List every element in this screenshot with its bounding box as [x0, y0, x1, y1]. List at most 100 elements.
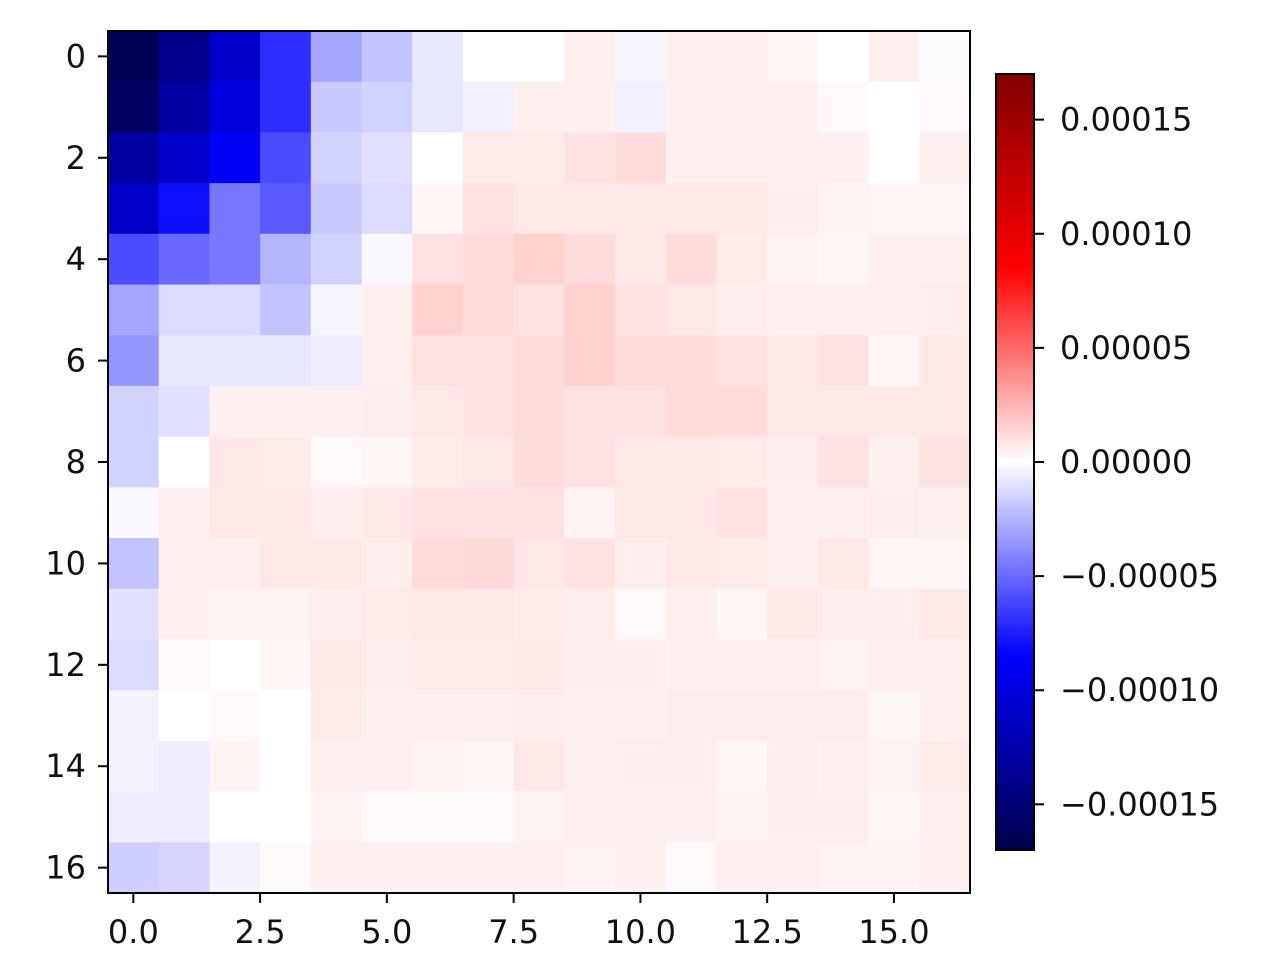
heatmap-cell: [868, 791, 920, 843]
x-tick-label: 15.0: [858, 913, 929, 951]
heatmap-cell: [716, 487, 768, 539]
heatmap-cell: [564, 487, 616, 539]
heatmap-cell: [564, 81, 616, 134]
colorbar-tick-label: 0.00000: [1060, 443, 1192, 481]
y-tick-label: 6: [66, 342, 86, 380]
heatmap-cell: [868, 639, 920, 691]
heatmap-cell: [919, 233, 971, 286]
heatmap-cell: [868, 385, 920, 438]
heatmap-cell: [412, 487, 464, 539]
x-tick-label: 12.5: [732, 913, 803, 951]
heatmap-cell: [361, 791, 413, 843]
heatmap-cell: [412, 81, 464, 134]
heatmap-cell: [361, 690, 413, 742]
heatmap-cell: [564, 588, 616, 641]
heatmap-cell: [564, 132, 616, 184]
heatmap-cell: [564, 690, 616, 742]
heatmap-cell: [716, 639, 768, 691]
heatmap-cell: [564, 335, 616, 387]
heatmap-cell: [817, 690, 870, 742]
heatmap-cell: [209, 588, 261, 641]
heatmap-cell: [513, 791, 565, 843]
heatmap-cell: [919, 588, 971, 641]
heatmap-cell: [462, 588, 515, 641]
heatmap-cell: [665, 183, 718, 235]
heatmap-cell: [615, 740, 667, 793]
heatmap-cell: [513, 31, 565, 83]
heatmap-cell: [615, 335, 667, 387]
heatmap-cell: [615, 31, 667, 83]
heatmap-cell: [919, 385, 971, 438]
y-tick-label: 2: [66, 139, 86, 177]
heatmap-cell: [108, 487, 160, 539]
colorbar-tick-label: 0.00005: [1060, 329, 1192, 367]
heatmap-cell: [513, 81, 565, 134]
heatmap-cell: [615, 487, 667, 539]
colorbar-tick-label: −0.00015: [1060, 785, 1219, 823]
heatmap-cell: [716, 588, 768, 641]
heatmap-cell: [361, 81, 413, 134]
heatmap-cell: [209, 639, 261, 691]
heatmap-cell: [108, 385, 160, 438]
heatmap-cell: [817, 436, 870, 488]
heatmap-cell: [209, 81, 261, 134]
heatmap-cell: [513, 233, 565, 286]
heatmap-cell: [462, 81, 515, 134]
heatmap-cell: [412, 690, 464, 742]
heatmap-cell: [310, 335, 363, 387]
heatmap-cell: [260, 132, 312, 184]
heatmap-cell: [412, 284, 464, 336]
heatmap-cell: [665, 791, 718, 843]
heatmap-cell: [716, 284, 768, 336]
heatmap-cell: [716, 740, 768, 793]
heatmap-cell: [767, 335, 819, 387]
heatmap-cell: [158, 690, 211, 742]
heatmap-cell: [108, 233, 160, 286]
heatmap-cell: [361, 385, 413, 438]
heatmap-cell: [767, 284, 819, 336]
colorbar: [995, 73, 1035, 851]
heatmap-cell: [817, 233, 870, 286]
heatmap-cell: [868, 81, 920, 134]
heatmap-cell: [412, 791, 464, 843]
heatmap-cell: [817, 335, 870, 387]
heatmap-cell: [361, 842, 413, 894]
heatmap-cell: [767, 740, 819, 793]
heatmap-cell: [868, 233, 920, 286]
heatmap-cell: [260, 385, 312, 438]
heatmap-cell: [767, 588, 819, 641]
heatmap-cell: [412, 436, 464, 488]
heatmap-cell: [868, 132, 920, 184]
heatmap-cell: [564, 183, 616, 235]
heatmap-cell: [513, 639, 565, 691]
heatmap-cell: [361, 740, 413, 793]
heatmap-cell: [260, 639, 312, 691]
heatmap-cell: [665, 538, 718, 590]
heatmap-cell: [665, 436, 718, 488]
heatmap-cell: [919, 132, 971, 184]
heatmap-cell: [665, 690, 718, 742]
heatmap-cell: [513, 740, 565, 793]
heatmap-cell: [310, 639, 363, 691]
heatmap-cell: [158, 335, 211, 387]
heatmap-cell: [260, 740, 312, 793]
heatmap-cell: [108, 335, 160, 387]
heatmap-cell: [615, 436, 667, 488]
heatmap-cell: [716, 183, 768, 235]
heatmap-cell: [868, 436, 920, 488]
heatmap-cell: [310, 233, 363, 286]
heatmap-cell: [310, 791, 363, 843]
heatmap-cell: [209, 487, 261, 539]
heatmap-cell: [665, 842, 718, 894]
heatmap-cell: [209, 740, 261, 793]
heatmap-cell: [817, 639, 870, 691]
x-tick-label: 10.0: [605, 913, 676, 951]
heatmap-cell: [919, 842, 971, 894]
heatmap-cell: [919, 740, 971, 793]
heatmap-cell: [310, 183, 363, 235]
heatmap-cell: [260, 538, 312, 590]
heatmap-cell: [767, 385, 819, 438]
heatmap-cell: [108, 791, 160, 843]
heatmap-cell: [919, 183, 971, 235]
